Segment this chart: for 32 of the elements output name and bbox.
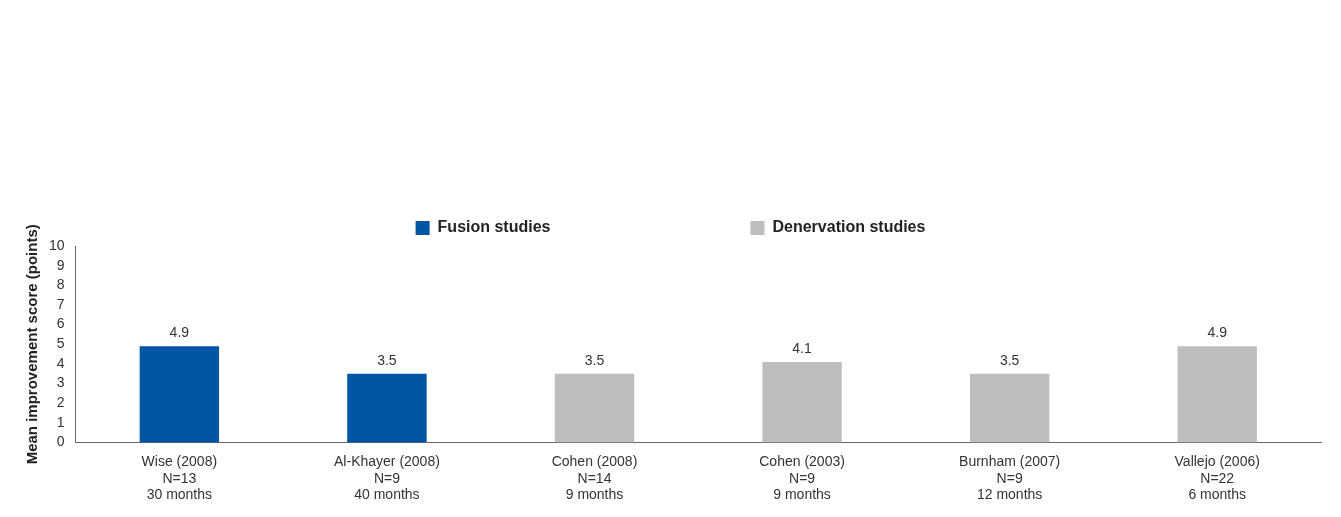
y-tick-label: 8	[56, 276, 65, 293]
data-label: 3.5	[999, 351, 1020, 368]
bar	[969, 373, 1050, 443]
bar	[554, 373, 635, 443]
x-tick-label: Wise (2008) N=13 30 months	[141, 452, 218, 503]
y-axis-title: Mean improvement score (points)	[23, 224, 41, 465]
y-tick-label: 6	[56, 315, 65, 332]
data-label: 3.5	[377, 351, 397, 368]
data-label: 3.5	[584, 351, 605, 368]
y-tick-label: 10	[48, 236, 65, 253]
legend-label: Denervation studies	[772, 218, 926, 236]
y-tick-label: 0	[56, 433, 65, 450]
bar	[1177, 346, 1257, 443]
bar	[762, 361, 842, 443]
y-tick-label: 5	[56, 335, 65, 352]
x-tick-label: Burnham (2007) N=9 12 months	[959, 452, 1061, 503]
x-tick-label: Vallejo (2006) N=22 6 months	[1174, 452, 1260, 503]
data-label: 4.9	[1207, 324, 1228, 341]
bar	[347, 373, 427, 443]
bar	[139, 346, 220, 443]
x-tick-label: Al-Khayer (2008) N=9 40 months	[334, 452, 440, 503]
y-tick-label: 2	[56, 394, 65, 411]
legend-label: Fusion studies	[437, 218, 551, 236]
y-tick-label: 3	[56, 374, 65, 391]
data-label: 4.9	[169, 324, 190, 341]
x-tick-label: Cohen (2008) N=14 9 months	[551, 452, 638, 503]
data-label: 4.1	[792, 339, 813, 356]
x-tick-label: Cohen (2003) N=9 9 months	[759, 452, 845, 503]
y-tick-label: 7	[56, 295, 65, 312]
y-tick-label: 9	[56, 256, 65, 273]
y-tick-label: 4	[56, 354, 65, 371]
y-tick-label: 1	[56, 413, 65, 430]
